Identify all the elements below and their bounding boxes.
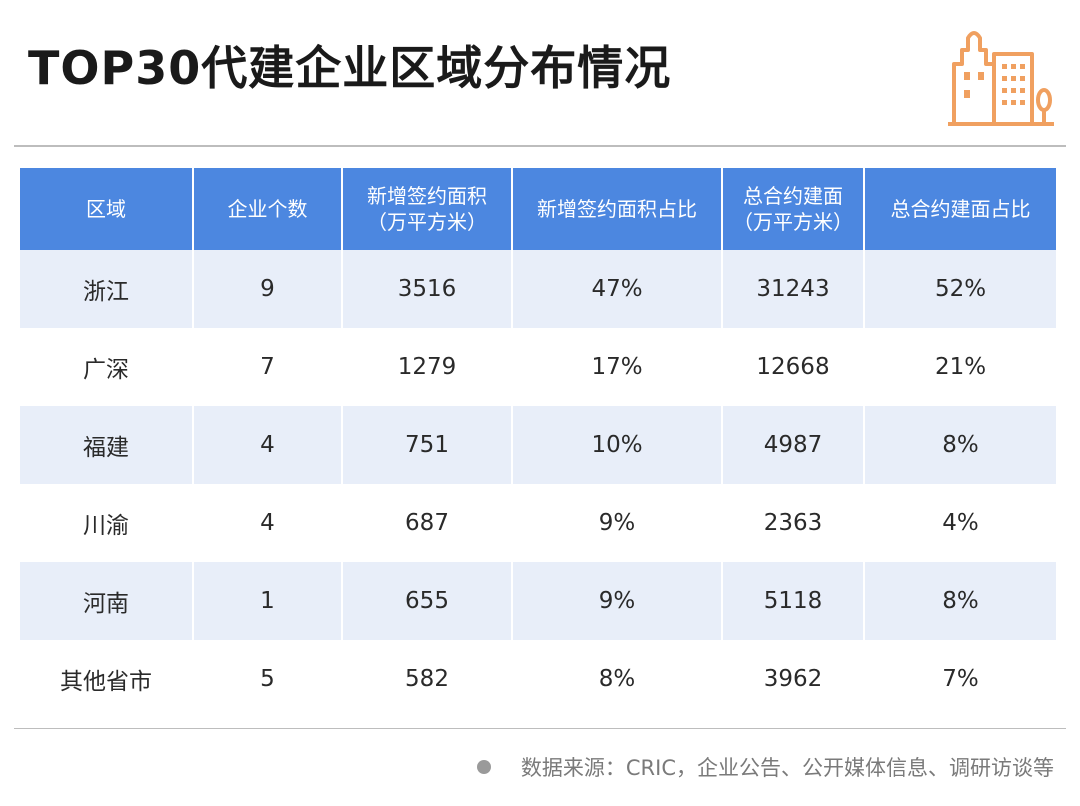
cell-new-contract-share: 9% xyxy=(513,484,723,562)
header-new-contract-share: 新增签约面积占比 xyxy=(513,168,723,250)
cell-new-contract-area: 687 xyxy=(343,484,513,562)
cell-total-contract-area: 2363 xyxy=(723,484,865,562)
cell-new-contract-area: 3516 xyxy=(343,250,513,328)
cell-company-count: 4 xyxy=(194,484,343,562)
cell-total-contract-share: 4% xyxy=(942,510,979,536)
cell-company-count: 9 xyxy=(194,250,343,328)
cell-region: 浙江 xyxy=(20,250,194,328)
header-total-contract-area: 总合约建面 （万平方米） xyxy=(723,168,865,250)
cell-total-contract-area: 12668 xyxy=(723,328,865,406)
header-new-contract-area: 新增签约面积 （万平方米） xyxy=(343,168,513,250)
cell-company-count: 4 xyxy=(194,406,343,484)
cell-region: 其他省市 xyxy=(20,640,194,718)
cell-total-contract-area: 3962 xyxy=(723,640,865,718)
header-total-contract-share: 总合约建面占比 xyxy=(865,168,1056,250)
cell-region: 川渝 xyxy=(20,484,194,562)
cell-region: 广深 xyxy=(20,328,194,406)
cell-company-count: 5 xyxy=(194,640,343,718)
bullet-icon xyxy=(476,760,491,774)
cell-region: 河南 xyxy=(20,562,194,640)
cell-total-contract-area: 4987 xyxy=(723,406,865,484)
cell-total-contract-share: 52% xyxy=(865,250,1056,328)
city-buildings-icon xyxy=(948,31,1054,126)
table-row: 广深 7 1279 17% 12668 21% xyxy=(20,328,1056,406)
cell-new-contract-share: 47% xyxy=(513,250,723,328)
table-row: 其他省市 5 582 8% 3962 7% xyxy=(20,640,1056,718)
cell-total-contract-area: 5118 xyxy=(723,562,865,640)
cell-total-contract-area: 31243 xyxy=(723,250,865,328)
cell-new-contract-area: 1279 xyxy=(343,328,513,406)
cell-new-contract-area: 655 xyxy=(343,562,513,640)
cell-total-contract-share: 21% xyxy=(934,354,987,380)
cell-region: 福建 xyxy=(20,406,194,484)
top-divider xyxy=(14,145,1066,147)
header-region: 区域 xyxy=(20,168,194,250)
cell-total-contract-share: 7% xyxy=(942,666,979,692)
header-company-count: 企业个数 xyxy=(194,168,343,250)
cell-company-count: 7 xyxy=(194,328,343,406)
cell-new-contract-area: 751 xyxy=(343,406,513,484)
cell-new-contract-share: 10% xyxy=(513,406,723,484)
table-row: 浙江 9 3516 47% 31243 52% xyxy=(20,250,1056,328)
source-text: 数据来源：CRIC，企业公告、公开媒体信息、调研访谈等 xyxy=(520,756,1054,780)
table-row: 河南 1 655 9% 5118 8% xyxy=(20,562,1056,640)
bottom-divider xyxy=(14,728,1066,729)
page-title: TOP30代建企业区域分布情况 xyxy=(28,41,672,95)
cell-company-count: 1 xyxy=(194,562,343,640)
table-row: 川渝 4 687 9% 2363 4% xyxy=(20,484,1056,562)
cell-total-contract-share: 8% xyxy=(865,406,1056,484)
region-distribution-table: 区域 企业个数 新增签约面积 （万平方米） 新增签约面积占比 总合约建面 （万平方米… xyxy=(20,168,1056,718)
cell-new-contract-share: 17% xyxy=(513,328,723,406)
cell-new-contract-share: 9% xyxy=(513,562,723,640)
source-note: 数据来源：CRIC，企业公告、公开媒体信息、调研访谈等 xyxy=(476,752,1054,782)
cell-new-contract-area: 582 xyxy=(343,640,513,718)
cell-new-contract-share: 8% xyxy=(513,640,723,718)
table-row: 福建 4 751 10% 4987 8% xyxy=(20,406,1056,484)
table-header-row: 区域 企业个数 新增签约面积 （万平方米） 新增签约面积占比 总合约建面 （万平方米… xyxy=(20,168,1056,250)
cell-total-contract-share: 8% xyxy=(865,562,1056,640)
